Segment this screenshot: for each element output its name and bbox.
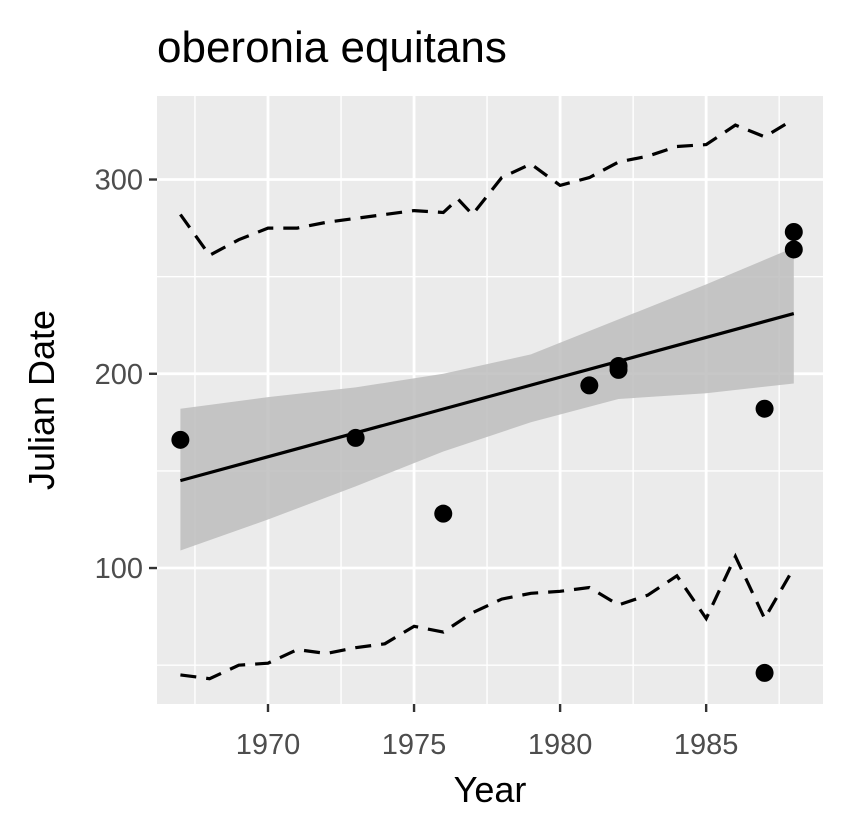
lower-quantile-line xyxy=(180,552,796,681)
data-point xyxy=(784,240,803,259)
y-axis-title: Julian Date xyxy=(21,310,62,490)
data-point xyxy=(580,376,599,395)
data-point xyxy=(784,222,803,241)
confidence-band xyxy=(180,247,794,551)
upper-quantile-line xyxy=(179,117,795,258)
data-point xyxy=(755,663,774,682)
data-point xyxy=(609,360,628,379)
x-axis-title: Year xyxy=(454,769,527,810)
data-point xyxy=(346,428,365,447)
chart-title: oberonia equitans xyxy=(157,23,507,72)
x-tick-label: 1985 xyxy=(674,729,739,761)
x-axis: 1970 1975 1980 1985 xyxy=(236,704,739,761)
x-tick-label: 1975 xyxy=(382,729,447,761)
x-tick-label: 1980 xyxy=(528,729,593,761)
y-tick-label: 100 xyxy=(95,553,143,585)
y-tick-label: 300 xyxy=(95,165,143,197)
y-tick-label: 200 xyxy=(95,359,143,391)
data-points xyxy=(171,222,803,682)
data-point xyxy=(434,504,453,523)
y-axis: 100 200 300 xyxy=(95,165,157,585)
x-tick-label: 1970 xyxy=(236,729,301,761)
data-point xyxy=(755,399,774,418)
fit-line xyxy=(179,312,795,483)
data-point xyxy=(171,430,190,449)
